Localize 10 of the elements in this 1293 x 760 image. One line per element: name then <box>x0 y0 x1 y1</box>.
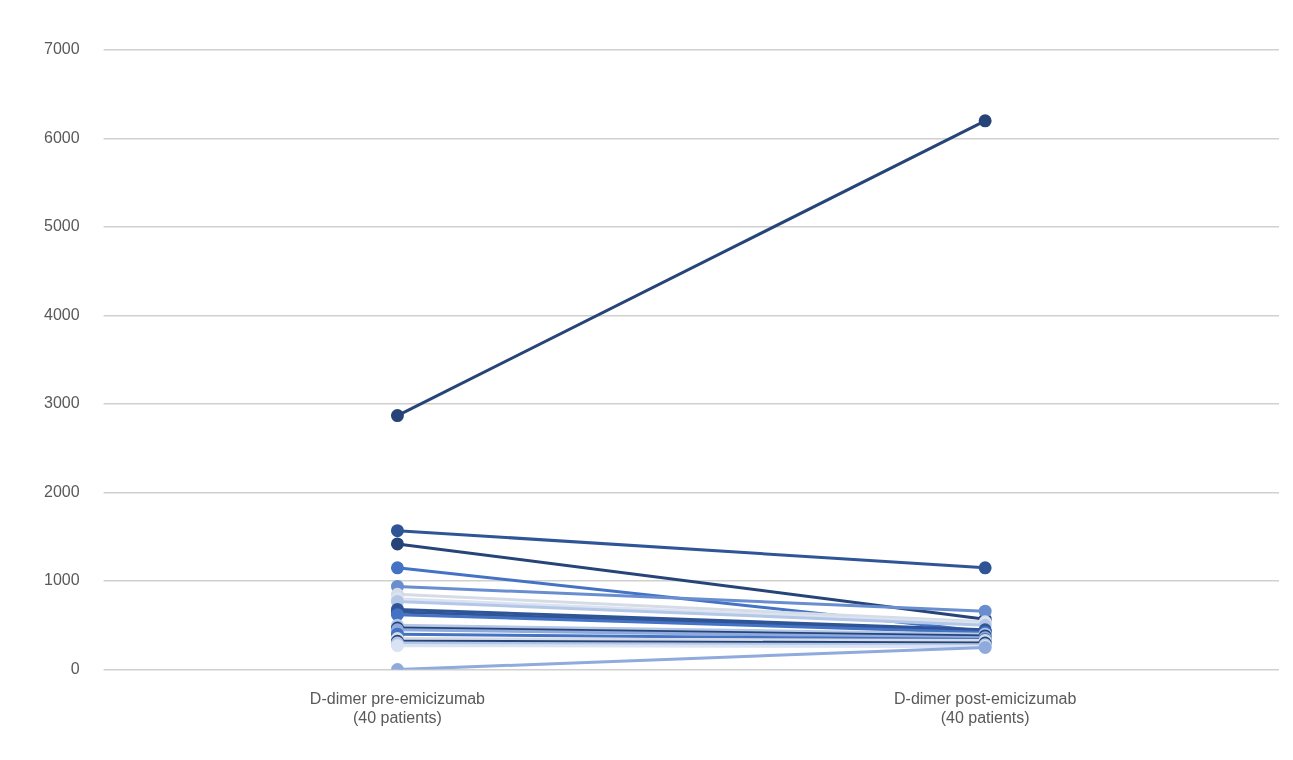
y-tick-label: 0 <box>70 660 80 678</box>
y-tick-label: 4000 <box>44 305 80 323</box>
y-tick-label: 5000 <box>44 217 80 235</box>
x-tick-label: D-dimer post-emicizumab (40 patients) <box>894 689 1077 726</box>
y-tick-label: 1000 <box>44 571 80 589</box>
y-tick-label: 7000 <box>44 40 80 58</box>
y-tick-label: 6000 <box>44 128 80 146</box>
y-tick-label: 2000 <box>44 482 80 500</box>
y-tick-label: 3000 <box>44 394 80 412</box>
x-tick-label: D-dimer pre-emicizumab (40 patients) <box>309 689 486 726</box>
